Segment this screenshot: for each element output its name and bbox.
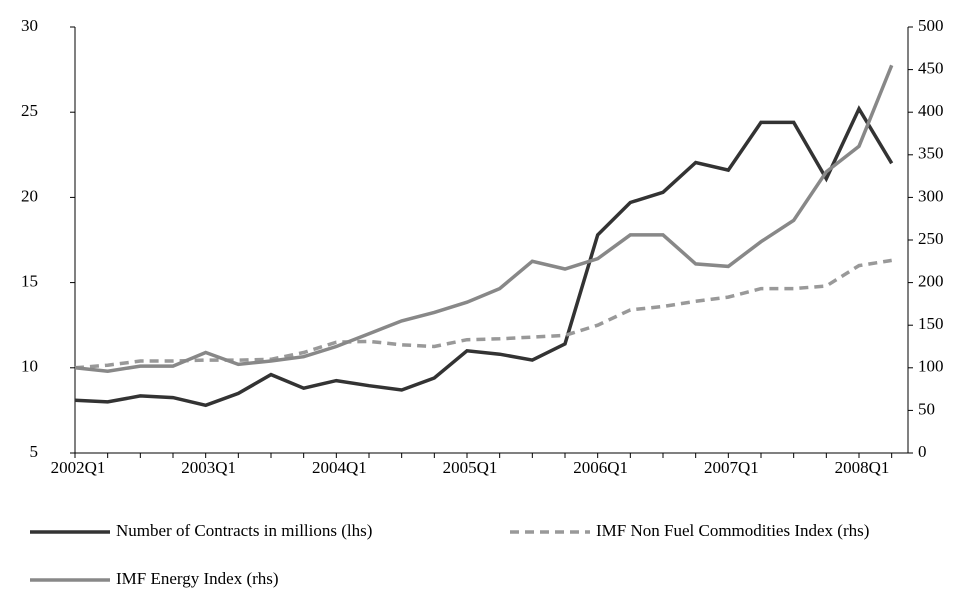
y2-tick-label: 250 bbox=[918, 229, 944, 248]
y2-tick-label: 300 bbox=[918, 186, 944, 205]
legend-label: IMF Energy Index (rhs) bbox=[116, 569, 279, 588]
x-tick-label: 2002Q1 bbox=[51, 458, 106, 477]
y-tick-label: 30 bbox=[21, 16, 38, 35]
y2-tick-label: 50 bbox=[918, 399, 935, 418]
y-tick-label: 10 bbox=[21, 357, 38, 376]
x-tick-label: 2008Q1 bbox=[835, 458, 890, 477]
y-tick-label: 15 bbox=[21, 272, 38, 291]
y-tick-label: 5 bbox=[30, 442, 39, 461]
y2-tick-label: 200 bbox=[918, 272, 944, 291]
x-tick-label: 2007Q1 bbox=[704, 458, 759, 477]
y-tick-label: 20 bbox=[21, 186, 38, 205]
y2-tick-label: 500 bbox=[918, 16, 944, 35]
legend-label: IMF Non Fuel Commodities Index (rhs) bbox=[596, 521, 869, 540]
x-tick-label: 2005Q1 bbox=[443, 458, 498, 477]
y2-tick-label: 400 bbox=[918, 101, 944, 120]
x-tick-label: 2003Q1 bbox=[181, 458, 236, 477]
legend-label: Number of Contracts in millions (lhs) bbox=[116, 521, 372, 540]
y2-tick-label: 0 bbox=[918, 442, 927, 461]
y2-tick-label: 100 bbox=[918, 357, 944, 376]
series-line bbox=[74, 105, 894, 408]
y-tick-label: 25 bbox=[21, 101, 38, 120]
series-line bbox=[74, 64, 894, 373]
y2-tick-label: 450 bbox=[918, 59, 944, 78]
x-tick-label: 2004Q1 bbox=[312, 458, 367, 477]
x-tick-label: 2006Q1 bbox=[573, 458, 628, 477]
y2-tick-label: 150 bbox=[918, 314, 944, 333]
series-line bbox=[74, 258, 892, 370]
y2-tick-label: 350 bbox=[918, 144, 944, 163]
